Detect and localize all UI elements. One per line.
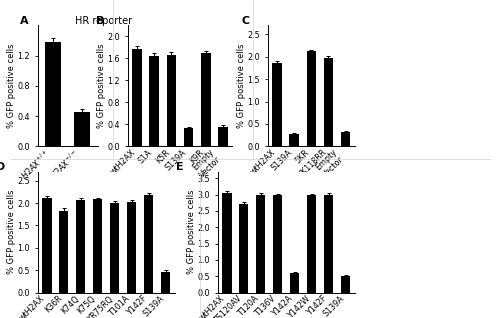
Bar: [290, 134, 299, 146]
Bar: [324, 195, 334, 293]
Bar: [74, 112, 90, 146]
Bar: [324, 58, 333, 146]
Bar: [341, 132, 350, 146]
Text: C: C: [241, 16, 250, 26]
Bar: [218, 127, 228, 146]
Text: D: D: [0, 162, 6, 172]
Bar: [306, 52, 316, 146]
Bar: [59, 211, 69, 293]
Bar: [290, 273, 300, 293]
Bar: [132, 49, 141, 146]
Bar: [42, 198, 51, 293]
Bar: [222, 193, 232, 293]
Bar: [273, 195, 282, 293]
Bar: [239, 204, 248, 293]
Bar: [272, 64, 281, 146]
Y-axis label: % GFP positive cells: % GFP positive cells: [6, 190, 16, 274]
Bar: [161, 272, 170, 293]
Text: HR reporter: HR reporter: [75, 16, 132, 26]
Text: E: E: [176, 162, 184, 172]
Bar: [341, 276, 350, 293]
Bar: [76, 200, 86, 293]
Bar: [93, 199, 102, 293]
Bar: [144, 195, 154, 293]
Bar: [46, 42, 61, 146]
Bar: [184, 128, 194, 146]
Y-axis label: % GFP positive cells: % GFP positive cells: [236, 44, 246, 128]
Text: A: A: [20, 16, 28, 26]
Y-axis label: % GFP positive cells: % GFP positive cells: [186, 190, 196, 274]
Bar: [201, 53, 210, 146]
Bar: [307, 195, 316, 293]
Bar: [166, 55, 176, 146]
Bar: [256, 195, 266, 293]
Bar: [127, 202, 136, 293]
Bar: [150, 56, 159, 146]
Y-axis label: % GFP positive cells: % GFP positive cells: [97, 44, 106, 128]
Bar: [110, 203, 120, 293]
Y-axis label: % GFP positive cells: % GFP positive cells: [7, 44, 16, 128]
Text: B: B: [96, 16, 104, 26]
